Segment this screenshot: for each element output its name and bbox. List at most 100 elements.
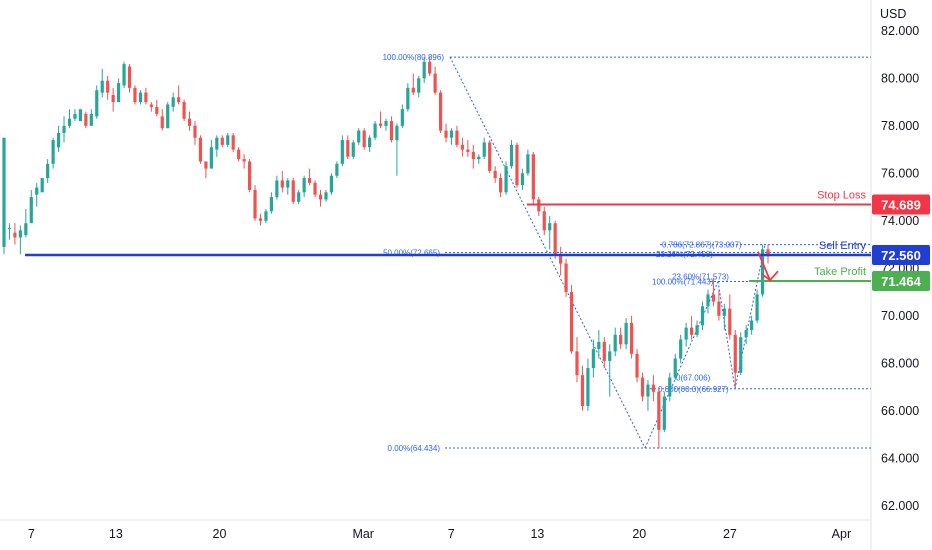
x-tick-label: 20 <box>213 527 227 541</box>
candle-body <box>629 322 634 354</box>
fib-level-label: 0.000(00.0)(66.927) <box>658 385 729 394</box>
candle-body <box>668 377 672 397</box>
direction-arrow-shaft <box>757 251 771 281</box>
candle-body <box>417 78 421 93</box>
fib-level-label: 0(67.006) <box>676 374 711 383</box>
direction-arrow-head <box>761 270 779 282</box>
candle-body <box>7 227 12 229</box>
candle-body <box>275 180 279 198</box>
x-tick-label: 13 <box>530 527 544 541</box>
candle-body <box>286 180 290 188</box>
candle-body <box>340 140 344 164</box>
candle-body <box>264 211 268 221</box>
candle-body <box>635 353 639 378</box>
fib-level-label: 23.60%(71.573) <box>672 273 729 282</box>
candle-body <box>171 97 175 107</box>
candle-body <box>78 109 82 122</box>
candle-body <box>449 130 454 138</box>
candle-body <box>258 218 263 221</box>
y-tick-label: 80.000 <box>881 71 919 85</box>
candle-body <box>149 104 153 107</box>
candle-body <box>542 211 546 231</box>
candle-body <box>466 149 470 152</box>
candle-body <box>177 97 181 103</box>
x-tick-label: Mar <box>352 527 374 541</box>
candle-body <box>684 327 688 340</box>
candle-body <box>673 358 677 378</box>
level-price-tag <box>872 245 930 266</box>
candle-body <box>46 163 50 179</box>
fib-level-label: 100.00%(80.896) <box>383 53 445 62</box>
candle-body <box>89 113 93 126</box>
trade-levels[interactable]: Stop Loss 74.689 Sell Entry 72.560 Take Prof… <box>25 189 930 292</box>
candle-body <box>127 66 132 88</box>
candle-body <box>111 94 115 103</box>
level-name-label: Take Profit <box>814 266 866 278</box>
candle-body <box>329 175 334 193</box>
candle-body <box>406 87 410 110</box>
x-tick-label: 13 <box>109 527 123 541</box>
candle-body <box>368 137 372 148</box>
candlestick-series <box>2 56 770 449</box>
candle-body <box>438 92 443 131</box>
candle-body <box>619 334 623 345</box>
candle-body <box>182 102 186 119</box>
candle-body <box>690 327 694 335</box>
fib-level-label: 0.786(72.867)(73.007) <box>662 241 742 250</box>
candle-body <box>488 142 492 171</box>
candle-body <box>499 178 503 193</box>
candle-body <box>226 135 230 145</box>
fib-level-label: 50.00%(72.665) <box>383 249 440 258</box>
candle-body <box>564 263 568 293</box>
fib-level-label: 100.00%(71.443) <box>652 278 714 287</box>
x-tick-label: Apr <box>832 527 851 541</box>
candle-body <box>253 189 257 219</box>
x-tick-label: 27 <box>723 527 737 541</box>
candle-body <box>122 64 126 86</box>
candle-body <box>198 137 203 162</box>
candle-body <box>526 154 530 174</box>
candle-body <box>73 113 77 119</box>
candle-body <box>559 254 563 264</box>
time-axis[interactable]: 7 13 20 Mar 7 13 20 27 Apr <box>28 527 851 541</box>
candle-body <box>455 130 459 145</box>
candle-body <box>313 182 317 195</box>
x-tick-label: 7 <box>28 527 35 541</box>
candle-body <box>640 377 645 397</box>
candle-body <box>597 341 601 350</box>
candle-body <box>166 104 170 129</box>
candle-body <box>739 337 743 373</box>
candle-body <box>679 339 683 359</box>
candle-body <box>520 173 525 186</box>
candle-body <box>444 130 448 138</box>
candle-body <box>395 125 399 141</box>
candle-body <box>40 178 44 193</box>
candle-body <box>24 223 28 236</box>
candle-body <box>706 294 710 307</box>
candle-body <box>242 159 246 162</box>
candle-body <box>357 130 361 143</box>
candle-body <box>460 144 464 150</box>
candle-body <box>144 92 148 103</box>
candle-body <box>220 137 224 145</box>
candle-body <box>13 232 17 238</box>
level-price-label: 71.464 <box>881 274 922 289</box>
y-tick-label: 76.000 <box>881 166 919 180</box>
candle-body <box>67 118 72 126</box>
candle-body <box>515 144 519 186</box>
candle-body <box>362 130 366 148</box>
candle-body <box>700 306 705 326</box>
candle-body <box>237 149 241 160</box>
candle-body <box>646 384 650 397</box>
candle-body <box>755 294 759 321</box>
candle-body <box>477 156 481 160</box>
candle-body <box>422 61 426 79</box>
candle-body <box>400 109 404 126</box>
candle-body <box>553 223 557 255</box>
candle-body <box>193 125 197 138</box>
candle-body <box>346 140 350 157</box>
y-tick-label: 82.000 <box>881 24 919 38</box>
candle-body <box>35 187 39 195</box>
